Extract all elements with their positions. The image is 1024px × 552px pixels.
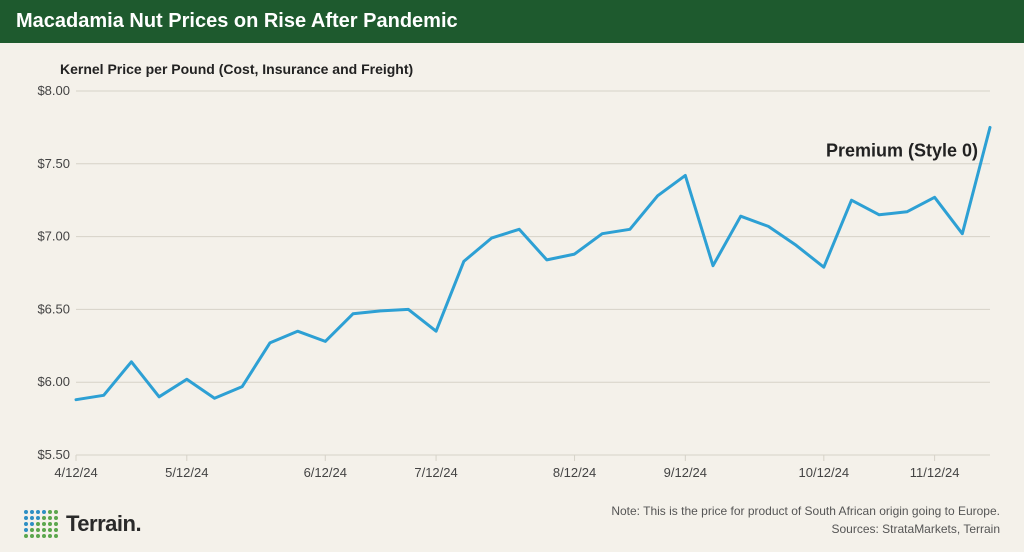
svg-text:11/12/24: 11/12/24 (910, 465, 960, 480)
svg-text:9/12/24: 9/12/24 (664, 465, 707, 480)
svg-text:$6.00: $6.00 (37, 374, 70, 389)
svg-text:$7.50: $7.50 (37, 156, 70, 171)
svg-text:8/12/24: 8/12/24 (553, 465, 596, 480)
footer-sources: Sources: StrataMarkets, Terrain (611, 520, 1000, 538)
terrain-logo-icon (24, 510, 58, 538)
line-chart: $5.50 $6.00 $6.50 $7.00 $7.50 $8.00 4/12/24 5/1… (24, 85, 1000, 485)
svg-text:$6.50: $6.50 (37, 301, 70, 316)
svg-text:6/12/24: 6/12/24 (304, 465, 347, 480)
chart-footer: Note: This is the price for product of S… (611, 502, 1000, 538)
svg-text:10/12/24: 10/12/24 (799, 465, 850, 480)
terrain-logo-text: Terrain. (66, 511, 141, 537)
svg-text:$8.00: $8.00 (37, 85, 70, 98)
svg-text:7/12/24: 7/12/24 (414, 465, 457, 480)
svg-text:5/12/24: 5/12/24 (165, 465, 208, 480)
svg-text:4/12/24: 4/12/24 (54, 465, 97, 480)
svg-text:$7.00: $7.00 (37, 229, 70, 244)
chart-subtitle: Kernel Price per Pound (Cost, Insurance … (60, 61, 1000, 77)
title-bar: Macadamia Nut Prices on Rise After Pande… (0, 0, 1024, 43)
terrain-logo: Terrain. (24, 510, 141, 538)
chart-area: Kernel Price per Pound (Cost, Insurance … (0, 43, 1024, 493)
footer-note: Note: This is the price for product of S… (611, 502, 1000, 520)
chart-title: Macadamia Nut Prices on Rise After Pande… (16, 10, 458, 32)
svg-text:Premium (Style 0): Premium (Style 0) (826, 141, 978, 161)
svg-text:$5.50: $5.50 (37, 447, 70, 462)
